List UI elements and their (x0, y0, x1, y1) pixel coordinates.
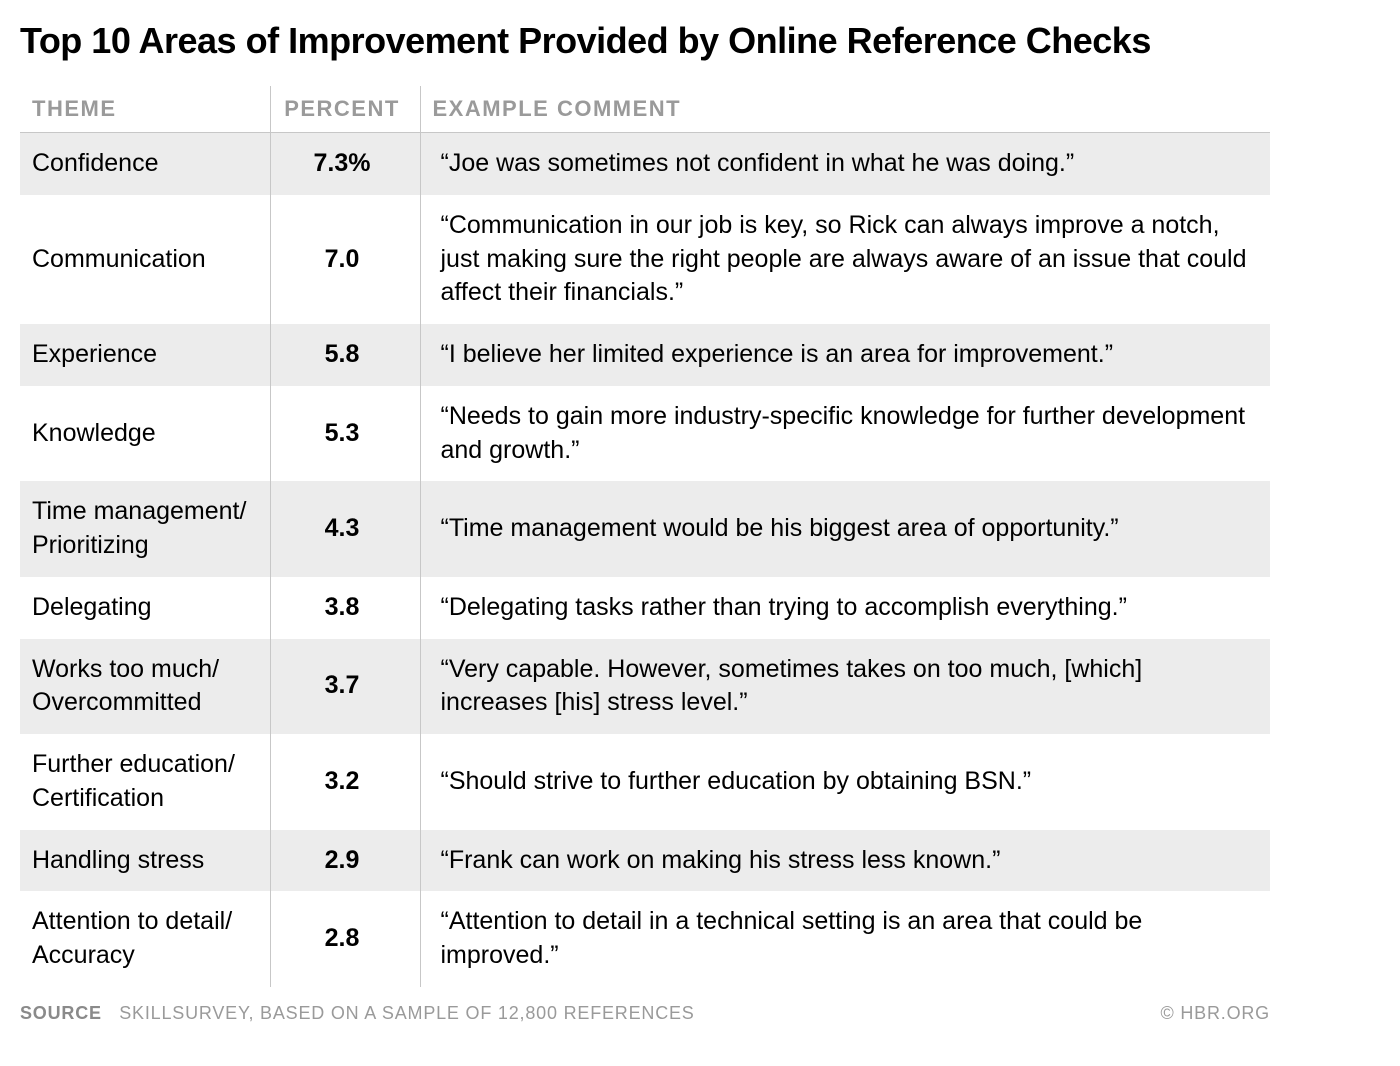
table-row: Handling stress2.9“Frank can work on mak… (20, 830, 1270, 892)
table-row: Communication7.0“Communication in our jo… (20, 195, 1270, 324)
table-row: Further education/ Certification3.2“Shou… (20, 734, 1270, 830)
cell-percent: 2.9 (270, 830, 420, 892)
copyright-text: © HBR.ORG (1161, 1003, 1270, 1024)
cell-percent: 5.8 (270, 324, 420, 386)
cell-comment: “Attention to detail in a technical sett… (420, 891, 1270, 987)
cell-theme: Attention to detail/ Accuracy (20, 891, 270, 987)
cell-comment: “Very capable. However, sometimes takes … (420, 639, 1270, 735)
cell-theme: Confidence (20, 133, 270, 195)
cell-theme: Knowledge (20, 386, 270, 482)
table-header-row: THEME PERCENT EXAMPLE COMMENT (20, 86, 1270, 133)
cell-theme: Delegating (20, 577, 270, 639)
page-title: Top 10 Areas of Improvement Provided by … (20, 20, 1270, 62)
table-container: Top 10 Areas of Improvement Provided by … (20, 20, 1270, 1024)
cell-comment: “Needs to gain more industry-specific kn… (420, 386, 1270, 482)
cell-percent: 2.8 (270, 891, 420, 987)
cell-comment: “Time management would be his biggest ar… (420, 481, 1270, 577)
table-row: Attention to detail/ Accuracy2.8“Attenti… (20, 891, 1270, 987)
cell-theme: Works too much/ Overcommitted (20, 639, 270, 735)
column-header-percent: PERCENT (270, 86, 420, 133)
source-line: SOURCE SKILLSURVEY, BASED ON A SAMPLE OF… (20, 1003, 695, 1024)
table-row: Time management/ Prioritizing4.3“Time ma… (20, 481, 1270, 577)
cell-percent: 5.3 (270, 386, 420, 482)
cell-theme: Further education/ Certification (20, 734, 270, 830)
cell-percent: 7.0 (270, 195, 420, 324)
cell-comment: “Delegating tasks rather than trying to … (420, 577, 1270, 639)
cell-theme: Experience (20, 324, 270, 386)
cell-theme: Handling stress (20, 830, 270, 892)
cell-comment: “Should strive to further education by o… (420, 734, 1270, 830)
cell-theme: Communication (20, 195, 270, 324)
cell-comment: “Frank can work on making his stress les… (420, 830, 1270, 892)
table-row: Works too much/ Overcommitted3.7“Very ca… (20, 639, 1270, 735)
source-label: SOURCE (20, 1003, 102, 1023)
column-header-comment: EXAMPLE COMMENT (420, 86, 1270, 133)
improvement-table: THEME PERCENT EXAMPLE COMMENT Confidence… (20, 86, 1270, 987)
cell-percent: 4.3 (270, 481, 420, 577)
cell-theme: Time management/ Prioritizing (20, 481, 270, 577)
table-row: Knowledge5.3“Needs to gain more industry… (20, 386, 1270, 482)
cell-percent: 7.3% (270, 133, 420, 195)
table-row: Experience5.8“I believe her limited expe… (20, 324, 1270, 386)
table-row: Confidence7.3%“Joe was sometimes not con… (20, 133, 1270, 195)
cell-comment: “I believe her limited experience is an … (420, 324, 1270, 386)
source-text: SKILLSURVEY, BASED ON A SAMPLE OF 12,800… (119, 1003, 694, 1023)
cell-percent: 3.8 (270, 577, 420, 639)
column-header-theme: THEME (20, 86, 270, 133)
cell-comment: “Communication in our job is key, so Ric… (420, 195, 1270, 324)
table-footer: SOURCE SKILLSURVEY, BASED ON A SAMPLE OF… (20, 987, 1270, 1024)
cell-percent: 3.7 (270, 639, 420, 735)
cell-percent: 3.2 (270, 734, 420, 830)
table-row: Delegating3.8“Delegating tasks rather th… (20, 577, 1270, 639)
cell-comment: “Joe was sometimes not confident in what… (420, 133, 1270, 195)
